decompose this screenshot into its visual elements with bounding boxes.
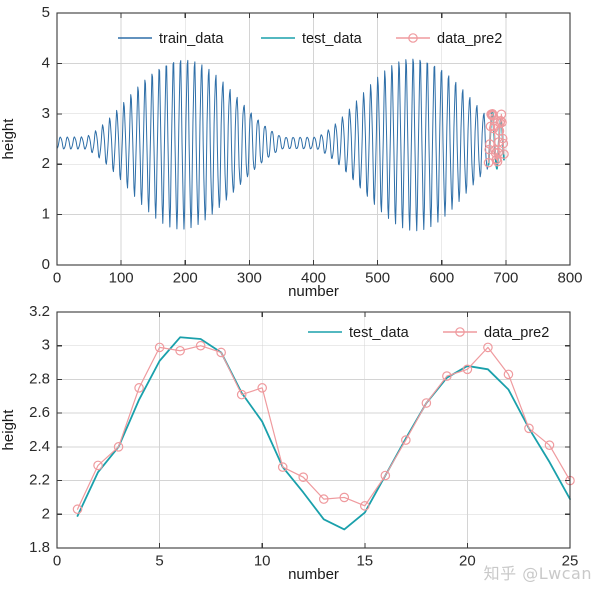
data-point-marker bbox=[359, 501, 370, 511]
legend-label-data_pre2: data_pre2 bbox=[484, 325, 549, 341]
x-tick-label: 200 bbox=[173, 269, 198, 286]
legend-label-data_pre2: data_pre2 bbox=[437, 31, 502, 47]
marker-group-data_pre2 bbox=[72, 340, 575, 515]
y-tick-label: 1 bbox=[42, 206, 50, 223]
bottom-chart-svg: 0 5 10 15 20 25 1.8 2 2.2 2.4 2.6 2.8 3 3.2 number heig… bbox=[0, 303, 578, 583]
y-tick-label: 2.6 bbox=[29, 404, 50, 421]
x-tick-label: 15 bbox=[356, 552, 373, 569]
y-tick-label: 3 bbox=[42, 337, 50, 354]
data-point-marker bbox=[499, 149, 509, 159]
y-tick-label: 2 bbox=[42, 155, 50, 172]
data-point-marker bbox=[195, 340, 206, 351]
data-point-marker bbox=[113, 442, 124, 452]
data-point-marker bbox=[495, 116, 506, 126]
legend-label-test_data: test_data bbox=[349, 325, 410, 341]
x-tick-label: 300 bbox=[237, 269, 262, 286]
data-point-marker bbox=[485, 139, 495, 149]
top-chart-panel: 0 100 200 300 400 500 600 700 800 0 1 2 3 4 5 number hei… bbox=[0, 4, 583, 300]
data-point-marker bbox=[524, 423, 534, 434]
data-point-marker bbox=[216, 347, 226, 358]
legend-marker-data_pre2 bbox=[408, 33, 418, 43]
data-point-marker bbox=[339, 492, 350, 503]
data-point-marker bbox=[421, 398, 432, 408]
x-tick-label: 400 bbox=[301, 269, 326, 286]
top-chart-svg: 0 100 200 300 400 500 600 700 800 0 1 2 3 4 5 number hei… bbox=[0, 4, 583, 300]
y-tick-label: 2.8 bbox=[29, 370, 50, 387]
y-tick-label: 4 bbox=[42, 54, 50, 71]
legend-group: train_data test_data data_pre2 bbox=[118, 31, 502, 47]
x-axis-title: number bbox=[288, 566, 339, 583]
data-point-marker bbox=[380, 470, 391, 481]
x-tick-label: 700 bbox=[493, 269, 518, 286]
ticks-group: 0 5 10 15 20 25 1.8 2 2.2 2.4 2.6 2.8 3 3.2 bbox=[29, 303, 578, 569]
legend-group: test_data data_pre2 bbox=[308, 325, 549, 341]
data-point-marker bbox=[498, 138, 509, 149]
series-group bbox=[72, 336, 575, 531]
data-point-marker bbox=[318, 494, 329, 504]
legend-marker-data_pre2 bbox=[455, 327, 465, 337]
axes-box bbox=[56, 311, 571, 549]
y-tick-label: 3.2 bbox=[29, 303, 50, 320]
series-line-train_data bbox=[56, 58, 489, 232]
data-point-marker bbox=[503, 369, 514, 380]
data-point-marker bbox=[497, 117, 507, 128]
y-tick-label: 2.2 bbox=[29, 472, 50, 489]
data-point-marker bbox=[493, 147, 503, 158]
x-axis-title: number bbox=[288, 283, 339, 300]
x-tick-label: 25 bbox=[562, 552, 579, 569]
data-point-marker bbox=[492, 156, 503, 167]
data-point-marker bbox=[277, 462, 288, 472]
x-tick-label: 600 bbox=[429, 269, 454, 286]
data-point-marker bbox=[544, 440, 555, 450]
data-point-marker bbox=[154, 342, 165, 353]
y-tick-label: 0 bbox=[42, 256, 50, 273]
series-line-data_pre2 bbox=[487, 113, 505, 164]
series-line-data_pre2 bbox=[76, 345, 571, 510]
data-point-marker bbox=[462, 364, 473, 375]
x-tick-label: 500 bbox=[365, 269, 390, 286]
data-point-marker bbox=[298, 472, 309, 482]
x-tick-label: 0 bbox=[53, 269, 61, 286]
grid-group bbox=[57, 311, 570, 548]
bottom-chart-panel: 0 5 10 15 20 25 1.8 2 2.2 2.4 2.6 2.8 3 3.2 number heig… bbox=[0, 292, 600, 600]
legend-label-test_data: test_data bbox=[302, 31, 363, 47]
ticks-group: 0 100 200 300 400 500 600 700 800 0 1 2 3 4 5 bbox=[42, 4, 583, 286]
x-tick-label: 800 bbox=[557, 269, 582, 286]
data-point-marker bbox=[483, 342, 493, 353]
data-point-marker bbox=[442, 371, 452, 381]
x-tick-label: 10 bbox=[254, 552, 271, 569]
y-tick-label: 2.4 bbox=[29, 438, 50, 455]
data-point-marker bbox=[257, 383, 267, 393]
series-group bbox=[56, 58, 509, 232]
y-tick-label: 1.8 bbox=[29, 539, 50, 556]
y-tick-label: 2 bbox=[42, 505, 50, 522]
data-point-marker bbox=[134, 383, 144, 393]
data-point-marker bbox=[175, 345, 185, 356]
legend-label-train_data: train_data bbox=[159, 31, 224, 47]
data-point-marker bbox=[236, 389, 247, 400]
series-line-test_data bbox=[76, 336, 571, 531]
y-axis-title: height bbox=[0, 409, 17, 451]
x-tick-label: 20 bbox=[459, 552, 476, 569]
data-point-marker bbox=[497, 133, 508, 144]
y-tick-label: 3 bbox=[42, 105, 50, 122]
x-tick-label: 5 bbox=[155, 552, 163, 569]
y-tick-label: 5 bbox=[42, 4, 50, 21]
data-point-marker bbox=[93, 460, 103, 471]
marker-group-data_pre2 bbox=[483, 109, 509, 168]
data-point-marker bbox=[401, 435, 411, 445]
x-tick-label: 0 bbox=[53, 552, 61, 569]
x-tick-label: 100 bbox=[109, 269, 134, 286]
y-axis-title: height bbox=[0, 118, 17, 160]
data-point-marker bbox=[72, 504, 83, 515]
